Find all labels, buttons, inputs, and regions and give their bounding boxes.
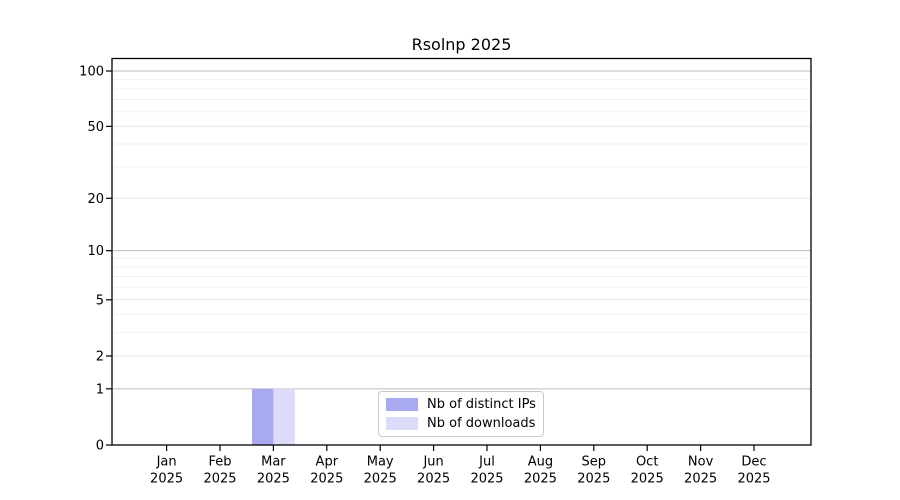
legend-item: Nb of distinct IPs: [386, 397, 536, 412]
legend-item: Nb of downloads: [386, 416, 536, 431]
bar-downloads: [273, 388, 295, 445]
x-tick-label-year: 2025: [257, 472, 290, 487]
x-tick-label-month: Feb: [208, 455, 231, 470]
x-tick-label-year: 2025: [684, 472, 717, 487]
y-tick-label: 100: [79, 64, 104, 79]
x-tick-label-month: Oct: [636, 455, 658, 470]
y-tick-label: 0: [96, 439, 104, 454]
x-tick-label-month: Dec: [741, 455, 766, 470]
x-tick-label-year: 2025: [470, 472, 503, 487]
legend-label: Nb of distinct IPs: [427, 397, 536, 413]
x-tick-label-month: Mar: [261, 455, 286, 470]
x-tick-label-year: 2025: [417, 472, 450, 487]
y-tick-label: 1: [96, 382, 104, 397]
x-tick-label-month: Jun: [422, 455, 443, 470]
legend-label: Nb of downloads: [427, 415, 536, 431]
x-tick-label-month: Jan: [156, 455, 177, 470]
x-tick-label-year: 2025: [310, 472, 343, 487]
y-tick-label: 20: [87, 192, 104, 207]
y-tick-label: 50: [87, 120, 104, 135]
x-tick-label-year: 2025: [737, 472, 770, 487]
x-tick-label-month: Apr: [316, 455, 339, 470]
legend-swatch-icon: [386, 398, 418, 412]
x-tick-label-year: 2025: [631, 472, 664, 487]
x-tick-label-month: May: [367, 455, 394, 470]
x-tick-label-month: Nov: [688, 455, 714, 470]
x-tick-label-month: Aug: [528, 455, 553, 470]
x-tick-label-month: Sep: [582, 455, 607, 470]
x-tick-label-month: Jul: [478, 455, 495, 470]
bar-distinct-ips: [252, 388, 274, 445]
x-tick-label-year: 2025: [203, 472, 236, 487]
x-tick-label-year: 2025: [577, 472, 610, 487]
chart-title: Rsolnp 2025: [411, 35, 512, 54]
y-tick-label: 5: [96, 293, 104, 308]
x-tick-label-year: 2025: [150, 472, 183, 487]
legend-swatch-icon: [386, 416, 418, 430]
x-tick-label-year: 2025: [364, 472, 397, 487]
plot-border: [111, 57, 812, 446]
y-tick-label: 10: [87, 244, 104, 259]
legend: Nb of distinct IPs Nb of downloads: [378, 391, 544, 437]
x-tick-label-year: 2025: [524, 472, 557, 487]
y-tick-label: 2: [96, 349, 104, 364]
